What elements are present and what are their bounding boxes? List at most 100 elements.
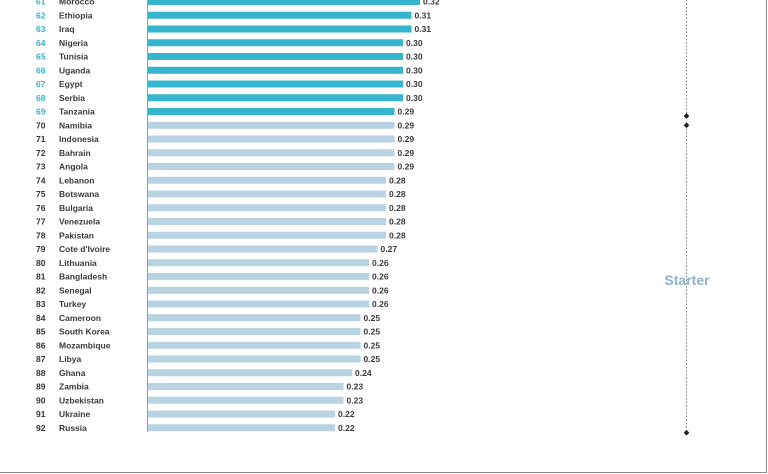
bar	[148, 231, 386, 239]
bar	[148, 121, 395, 129]
bar	[148, 355, 361, 363]
rank-label: 83	[36, 299, 46, 309]
chart-row: 80 Lithuania 0.26	[36, 258, 389, 268]
bar	[148, 328, 361, 335]
bar	[148, 204, 386, 212]
rank-label: 88	[36, 368, 46, 378]
rank-label: 63	[36, 24, 46, 34]
bar	[148, 273, 369, 280]
country-label: Cote d'Ivoire	[59, 244, 110, 254]
chart-row: 86 Mozambique 0.25	[36, 340, 380, 350]
value-label: 0.32	[423, 0, 440, 7]
chart-row: 90 Uzbekistan 0.23	[36, 395, 363, 405]
bar	[148, 286, 369, 294]
bar	[148, 369, 352, 377]
bar	[148, 410, 335, 418]
value-label: 0.23	[347, 382, 364, 392]
chart-row: 76 Bulgaria 0.28	[36, 203, 406, 213]
rank-label: 87	[36, 354, 46, 364]
value-label: 0.25	[364, 340, 381, 350]
country-label: Ukraine	[59, 409, 90, 419]
country-label: Bahrain	[59, 148, 91, 158]
country-label: Iraq	[59, 24, 75, 34]
country-label: Tanzania	[59, 107, 95, 117]
bar	[148, 396, 344, 404]
value-label: 0.29	[398, 162, 415, 172]
rank-label: 76	[36, 203, 46, 213]
bar	[148, 25, 412, 33]
bar	[148, 300, 369, 308]
chart-row: 65 Tunisia 0.30	[36, 52, 423, 62]
rank-label: 67	[36, 79, 46, 89]
rank-label: 62	[36, 10, 46, 20]
rank-label: 70	[36, 120, 46, 130]
bar	[148, 176, 386, 184]
value-label: 0.31	[415, 10, 432, 20]
chart-row: 70 Namibia 0.29	[36, 120, 414, 130]
value-label: 0.22	[338, 409, 355, 419]
value-label: 0.26	[372, 272, 389, 282]
chart-row: 84 Cameroon 0.25	[36, 313, 380, 323]
value-label: 0.26	[372, 285, 389, 295]
bar	[148, 341, 361, 349]
country-label: Bangladesh	[59, 272, 107, 282]
value-label: 0.28	[389, 203, 406, 213]
rank-label: 90	[36, 395, 46, 405]
chart-row: 85 South Korea 0.25	[36, 327, 380, 337]
value-label: 0.30	[406, 65, 423, 75]
chart-row: 68 Serbia 0.30	[36, 93, 423, 103]
value-label: 0.30	[406, 93, 423, 103]
value-label: 0.25	[364, 354, 381, 364]
bar	[148, 0, 420, 5]
rank-label: 91	[36, 409, 46, 419]
value-label: 0.30	[406, 52, 423, 62]
bar	[148, 108, 395, 115]
bar	[148, 66, 403, 74]
rank-label: 85	[36, 327, 46, 337]
value-label: 0.29	[398, 107, 415, 117]
bar	[148, 259, 369, 267]
country-label: Uganda	[59, 65, 90, 75]
bar	[148, 94, 403, 102]
chart-row: 81 Bangladesh 0.26	[36, 272, 389, 282]
rank-label: 65	[36, 52, 46, 62]
country-label: Pakistan	[59, 230, 94, 240]
country-label: Indonesia	[59, 134, 99, 144]
bar	[148, 383, 344, 390]
chart-row: 75 Botswana 0.28	[36, 189, 406, 199]
bar	[148, 314, 361, 322]
chart-row: 83 Turkey 0.26	[36, 299, 389, 309]
bracket-marker	[683, 122, 690, 129]
value-label: 0.26	[372, 299, 389, 309]
rank-label: 89	[36, 382, 46, 392]
country-label: Morocco	[59, 0, 94, 7]
rank-label: 92	[36, 423, 46, 433]
bracket-marker	[683, 429, 690, 436]
value-label: 0.29	[398, 120, 415, 130]
value-label: 0.28	[389, 175, 406, 185]
value-label: 0.29	[398, 134, 415, 144]
bar	[148, 163, 395, 170]
country-label: South Korea	[59, 327, 110, 337]
country-label: Serbia	[59, 93, 85, 103]
chart-row: 73 Angola 0.29	[36, 162, 414, 172]
rank-label: 71	[36, 134, 46, 144]
bar	[148, 149, 395, 157]
bar	[148, 53, 403, 60]
country-label: Namibia	[59, 120, 92, 130]
rank-label: 73	[36, 162, 46, 172]
chart-row: 62 Ethiopia 0.31	[36, 10, 431, 20]
bar	[148, 80, 403, 88]
value-label: 0.28	[389, 189, 406, 199]
value-label: 0.27	[381, 244, 398, 254]
country-label: Nigeria	[59, 38, 88, 48]
value-label: 0.25	[364, 327, 381, 337]
chart-row: 91 Ukraine 0.22	[36, 409, 355, 419]
chart-row: 63 Iraq 0.31	[36, 24, 431, 34]
country-label: Mozambique	[59, 340, 111, 350]
country-label: Angola	[59, 162, 88, 172]
chart-row: 69 Tanzania 0.29	[36, 107, 414, 117]
rank-label: 80	[36, 258, 46, 268]
